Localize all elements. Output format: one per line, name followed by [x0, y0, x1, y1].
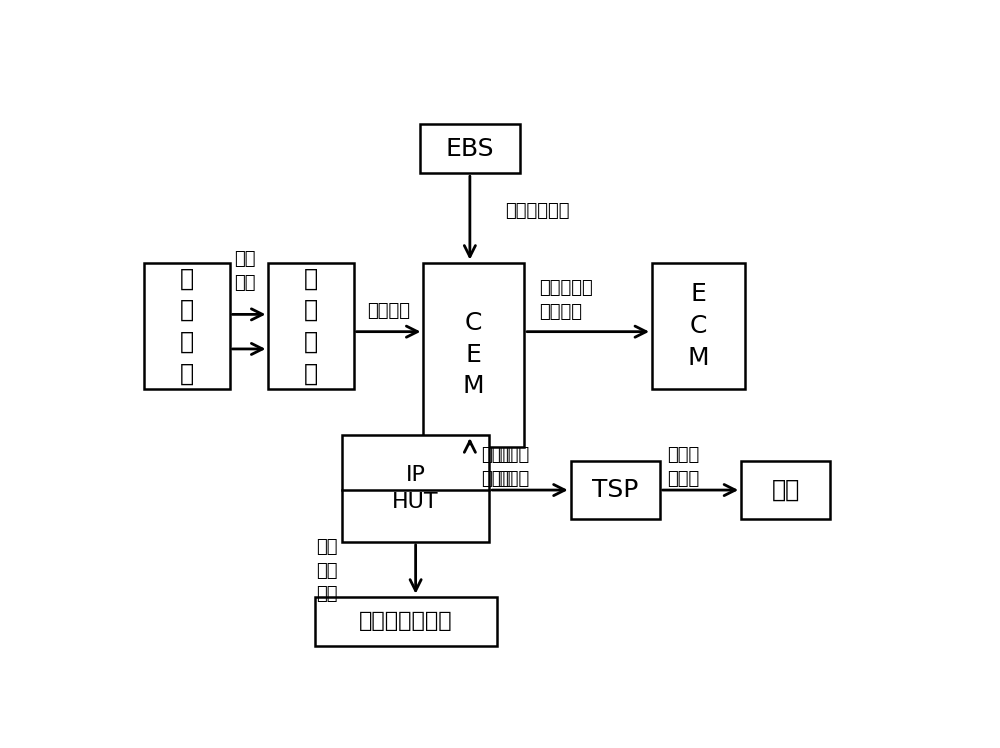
Text: 本地声、光提示: 本地声、光提示 — [359, 611, 453, 631]
Text: 剩余燃
油提醒: 剩余燃 油提醒 — [668, 447, 700, 488]
Text: EBS: EBS — [446, 137, 494, 161]
Text: 负载
采集: 负载 采集 — [234, 251, 256, 292]
Bar — [144, 263, 230, 389]
Text: 本地
提醒
输出: 本地 提醒 输出 — [316, 538, 337, 604]
Text: 用
电
设
备: 用 电 设 备 — [180, 266, 194, 385]
Bar — [652, 263, 745, 389]
Text: TSP: TSP — [592, 478, 638, 502]
Text: 电池电量反馈: 电池电量反馈 — [505, 202, 569, 220]
Text: E
C
M: E C M — [688, 282, 709, 370]
Text: 启动请求或
急速调整: 启动请求或 急速调整 — [540, 279, 593, 321]
Text: C
E
M: C E M — [463, 311, 485, 398]
Bar — [420, 124, 520, 174]
Bar — [423, 263, 524, 447]
Bar — [268, 263, 354, 389]
Bar — [315, 597, 497, 646]
Text: IP
HUT: IP HUT — [392, 465, 439, 512]
Text: 剩余燃
油提醒: 剩余燃 油提醒 — [497, 447, 529, 488]
Text: 负载反馈: 负载反馈 — [367, 302, 410, 320]
Text: 充电模
式反馈: 充电模 式反馈 — [482, 447, 514, 488]
Text: 用户: 用户 — [772, 478, 800, 502]
Bar — [741, 462, 830, 519]
Bar — [571, 462, 660, 519]
Bar — [342, 435, 489, 542]
Text: 逆
变
电
源: 逆 变 电 源 — [304, 266, 318, 385]
